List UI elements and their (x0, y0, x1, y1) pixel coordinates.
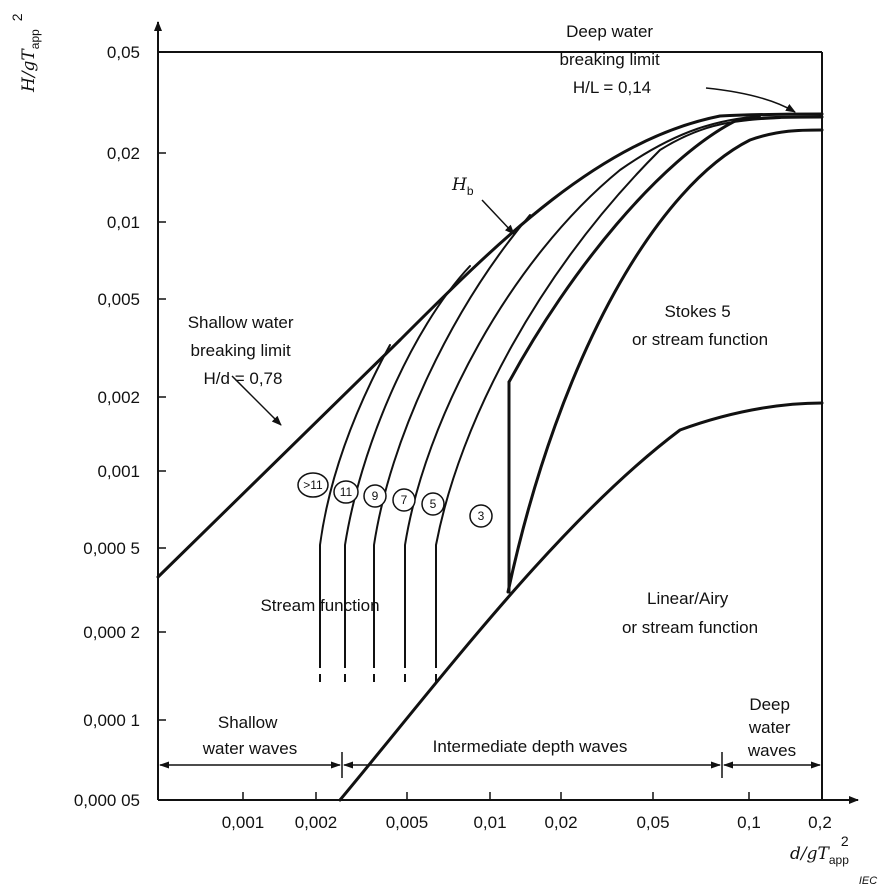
order-dashes (319, 660, 437, 688)
order-curve-9 (373, 214, 531, 661)
hb-arrow (481, 199, 515, 235)
order-label: 9 (372, 489, 379, 503)
x-tick-label: 0,001 (222, 813, 265, 832)
order-label: 5 (430, 497, 437, 511)
y-tick-label: 0,000 5 (83, 539, 140, 558)
order-label: 3 (478, 509, 485, 523)
y-tick-label: 0,000 05 (74, 791, 140, 810)
y-tick-label: 0,005 (97, 290, 140, 309)
stokes-region-label: Stokes 5 or stream function (632, 302, 768, 349)
order-marker (392, 488, 416, 512)
wave-region-dimensions (159, 752, 821, 778)
intermediate-depth-waves-label: Intermediate depth waves (433, 737, 628, 756)
x-tick-label: 0,1 (737, 813, 761, 832)
deep-breaking-limit-label: Deep water breaking limit H/L = 0,14 (560, 22, 665, 97)
x-tick-label: 0,02 (544, 813, 577, 832)
order-marker (363, 484, 387, 508)
axes (154, 21, 859, 804)
x-tick-label: 0,002 (295, 813, 338, 832)
annotation-arrows (231, 87, 796, 426)
curves (156, 112, 824, 802)
order-marker (297, 472, 329, 498)
y-tick-label: 0,01 (107, 213, 140, 232)
y-tick-label: 0,000 1 (83, 711, 140, 730)
shallow-limit-arrow (231, 375, 282, 426)
order-marker (421, 492, 445, 516)
order-curve-11 (344, 265, 471, 661)
region-labels: Deep water breaking limit H/L = 0,14 Hb … (188, 22, 796, 760)
shallow-breaking-limit-line (156, 338, 402, 579)
order-curve-5 (435, 117, 781, 661)
linear-airy-label: Linear/Airy or stream function (622, 589, 758, 637)
y-tick-label: 0,001 (97, 462, 140, 481)
x-tick-label: 0,01 (473, 813, 506, 832)
order-label: 7 (401, 493, 408, 507)
x-axis-title: d/gTapp2 (790, 833, 849, 867)
upper-stokes-curve (506, 128, 824, 594)
order-curve-7 (404, 115, 761, 661)
deep-limit-arrow (705, 87, 796, 113)
shallow-water-waves-label: Shallow water waves (202, 713, 297, 758)
linear-stokes-boundary-curve (338, 401, 824, 802)
breaking-height-curve-hb (398, 112, 824, 342)
stream-function-label: Stream function (260, 596, 379, 615)
x-tick-label: 0,05 (636, 813, 669, 832)
order-curve-gt11 (319, 344, 391, 661)
x-tick-label: 0,005 (386, 813, 429, 832)
hb-label: Hb (451, 175, 474, 198)
order-marker (333, 480, 359, 504)
y-ticks (158, 51, 166, 721)
y-tick-label: 0,02 (107, 144, 140, 163)
deep-water-waves-label: Deep water waves (747, 695, 796, 760)
order-label: 11 (340, 485, 353, 499)
order-markers: >11 11 9 7 5 3 (297, 472, 493, 528)
shallow-breaking-limit-label: Shallow water breaking limit H/d = 0,78 (188, 313, 299, 388)
x-tick-labels: 0,001 0,002 0,005 0,01 0,02 0,05 0,1 0,2 (222, 813, 832, 832)
x-tick-label: 0,2 (808, 813, 832, 832)
y-tick-label: 0,05 (107, 43, 140, 62)
iec-mark: IEC (859, 875, 877, 887)
x-ticks (242, 792, 750, 800)
y-tick-label: 0,002 (97, 388, 140, 407)
y-axis-title: H/gTapp2 (9, 13, 42, 93)
order-marker (469, 504, 493, 528)
y-tick-label: 0,000 2 (83, 623, 140, 642)
y-tick-labels: 0,05 0,02 0,01 0,005 0,002 0,001 0,000 5… (74, 43, 140, 810)
order-label: >11 (303, 478, 323, 492)
